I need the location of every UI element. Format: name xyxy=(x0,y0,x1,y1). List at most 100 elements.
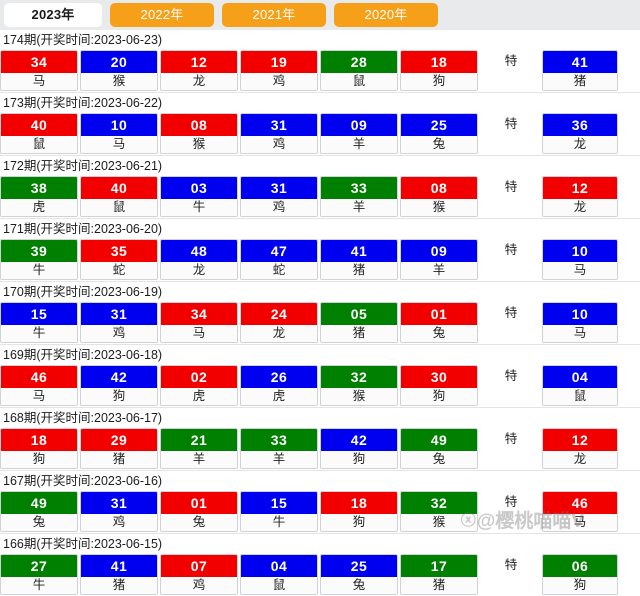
ball-number: 24 xyxy=(241,303,317,325)
ball-zodiac: 羊 xyxy=(321,199,397,216)
ball-zodiac: 狗 xyxy=(401,388,477,405)
ball-number: 18 xyxy=(1,429,77,451)
ball-zodiac: 鸡 xyxy=(161,577,237,594)
draw-header: 172期(开奖时间:2023-06-21) xyxy=(0,155,640,176)
ball-number: 41 xyxy=(81,555,157,577)
tab-year-2022[interactable]: 2022年 xyxy=(110,3,214,27)
ball-zodiac: 鼠 xyxy=(321,73,397,90)
ball-number: 48 xyxy=(161,240,237,262)
ball-zodiac: 猴 xyxy=(321,388,397,405)
ball-zodiac: 虎 xyxy=(161,388,237,405)
ball-number: 10 xyxy=(81,114,157,136)
ball-number: 18 xyxy=(321,492,397,514)
special-ball-zodiac: 马 xyxy=(543,262,617,279)
ball-number: 03 xyxy=(161,177,237,199)
ball-number: 40 xyxy=(1,114,77,136)
ball-number: 49 xyxy=(401,429,477,451)
ball-number: 25 xyxy=(401,114,477,136)
ball-zodiac: 蛇 xyxy=(81,262,157,279)
ball-zodiac: 鼠 xyxy=(81,199,157,216)
special-ball-number: 46 xyxy=(543,492,617,514)
special-ball-number: 41 xyxy=(543,51,617,73)
ball-zodiac: 鸡 xyxy=(241,136,317,153)
ball-zodiac: 兔 xyxy=(161,514,237,531)
special-marker-label: 特 xyxy=(480,491,542,513)
ball-number: 02 xyxy=(161,366,237,388)
ball-zodiac: 猪 xyxy=(321,262,397,279)
special-ball-number: 06 xyxy=(543,555,617,577)
tab-year-2020[interactable]: 2020年 xyxy=(334,3,438,27)
ball-zodiac: 牛 xyxy=(241,514,317,531)
tab-year-2021[interactable]: 2021年 xyxy=(222,3,326,27)
ball-number: 40 xyxy=(81,177,157,199)
ball-number: 18 xyxy=(401,51,477,73)
tab-year-2023[interactable]: 2023年 xyxy=(4,3,102,27)
special-marker-label: 特 xyxy=(480,239,542,261)
ball-zodiac: 狗 xyxy=(401,73,477,90)
ball-zodiac: 兔 xyxy=(1,514,77,531)
draw-header: 168期(开奖时间:2023-06-17) xyxy=(0,407,640,428)
ball-number: 09 xyxy=(321,114,397,136)
ball-number: 09 xyxy=(401,240,477,262)
ball-zodiac: 猪 xyxy=(321,325,397,342)
ball-zodiac: 马 xyxy=(81,136,157,153)
ball-zodiac: 兔 xyxy=(401,451,477,468)
ball-zodiac: 牛 xyxy=(1,577,77,594)
ball-zodiac: 狗 xyxy=(1,451,77,468)
ball-zodiac: 虎 xyxy=(241,388,317,405)
ball-zodiac: 羊 xyxy=(321,136,397,153)
ball-zodiac: 龙 xyxy=(161,73,237,90)
ball-zodiac: 鸡 xyxy=(241,73,317,90)
special-ball-zodiac: 马 xyxy=(543,325,617,342)
special-ball-zodiac: 鼠 xyxy=(543,388,617,405)
ball-zodiac: 鸡 xyxy=(241,199,317,216)
special-ball-zodiac: 马 xyxy=(543,514,617,531)
ball-zodiac: 兔 xyxy=(401,136,477,153)
ball-number: 29 xyxy=(81,429,157,451)
ball-number: 17 xyxy=(401,555,477,577)
ball-zodiac: 猴 xyxy=(401,199,477,216)
ball-number: 05 xyxy=(321,303,397,325)
ball-number: 07 xyxy=(161,555,237,577)
ball-zodiac: 猪 xyxy=(81,577,157,594)
ball-zodiac: 蛇 xyxy=(241,262,317,279)
